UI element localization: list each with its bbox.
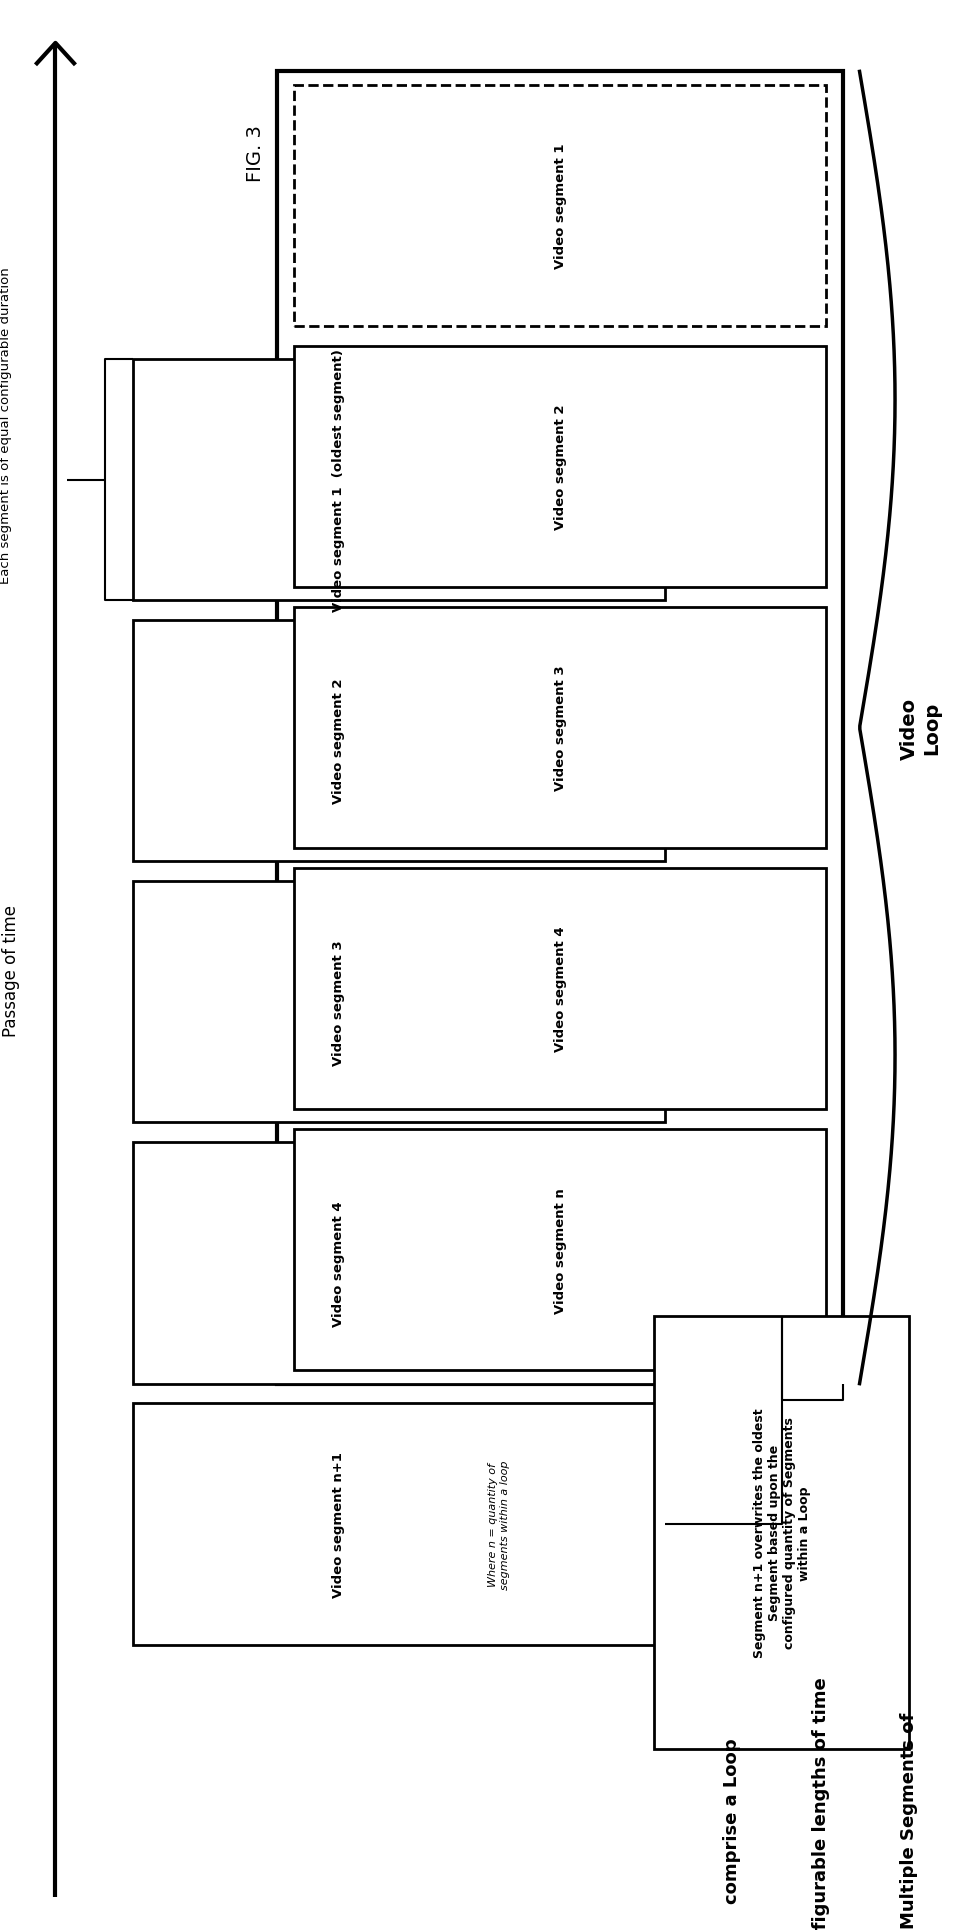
Text: Video segment 3: Video segment 3 xyxy=(332,940,345,1065)
Text: Video segment 1: Video segment 1 xyxy=(553,143,567,268)
Bar xyxy=(294,85,827,326)
Bar xyxy=(133,359,666,600)
Bar xyxy=(654,1316,910,1749)
Text: comprise a Loop: comprise a Loop xyxy=(723,1737,741,1903)
Text: Video segment n+1: Video segment n+1 xyxy=(332,1451,345,1598)
Text: Video segment 4: Video segment 4 xyxy=(332,1200,345,1326)
Bar xyxy=(294,347,827,589)
Text: Video segment 1  (oldest segment): Video segment 1 (oldest segment) xyxy=(332,349,345,612)
Text: Video segment n: Video segment n xyxy=(553,1187,567,1312)
Bar xyxy=(133,1403,666,1644)
Text: Where n = quantity of
segments within a loop: Where n = quantity of segments within a … xyxy=(488,1459,509,1588)
Text: Video segment 2: Video segment 2 xyxy=(553,405,567,531)
Bar xyxy=(294,1129,827,1370)
Bar xyxy=(277,71,843,1384)
Bar xyxy=(133,621,666,863)
Text: Video segment 3: Video segment 3 xyxy=(553,666,567,791)
Text: Video segment 4: Video segment 4 xyxy=(553,926,567,1052)
Bar xyxy=(133,1143,666,1384)
Text: configurable lengths of time: configurable lengths of time xyxy=(812,1677,830,1930)
Text: FIG. 3: FIG. 3 xyxy=(246,125,264,181)
Bar xyxy=(294,608,827,849)
Text: Multiple Segments of: Multiple Segments of xyxy=(901,1712,918,1928)
Bar xyxy=(133,882,666,1123)
Text: Video
Loop: Video Loop xyxy=(900,697,941,758)
Bar xyxy=(294,868,827,1110)
Text: Segment n+1 overwrites the oldest
Segment based upon the
configured quantity of : Segment n+1 overwrites the oldest Segmen… xyxy=(752,1407,811,1658)
Text: Each segment is of equal configurable duration: Each segment is of equal configurable du… xyxy=(0,266,12,583)
Text: Video segment 2: Video segment 2 xyxy=(332,679,345,805)
Text: Passage of time: Passage of time xyxy=(2,905,20,1036)
